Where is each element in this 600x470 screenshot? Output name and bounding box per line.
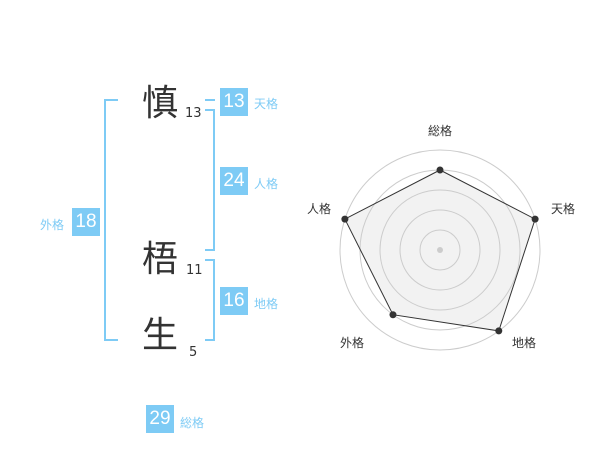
chikaku-value: 16: [220, 287, 248, 315]
name-char-3: 生: [141, 315, 178, 356]
radar-ring: [419, 229, 461, 271]
tenkaku-value: 13: [220, 88, 248, 116]
jinkaku-label: 人格: [254, 177, 279, 191]
chikaku-label: 地格: [254, 297, 279, 311]
name-char-2: 梧: [141, 239, 178, 280]
soukaku-label: 総格: [180, 416, 205, 430]
radar-outline: [344, 169, 536, 332]
radar-ring: [379, 189, 501, 311]
radar-label-chikaku: 地格: [511, 336, 536, 350]
gaikaku-label: 外格: [40, 218, 65, 232]
gaikaku-bracket: [104, 99, 118, 341]
gaikaku-value: 18: [72, 208, 100, 236]
radar-label-jinkaku: 人格: [306, 202, 331, 216]
radar-label-gaikaku: 外格: [339, 336, 364, 350]
stroke-count-3: 5: [189, 345, 198, 360]
radar-label-soukaku: 総格: [427, 124, 452, 138]
radar-point-3: [495, 327, 503, 335]
jinkaku-bracket: [205, 109, 215, 251]
stroke-count-1: 13: [185, 106, 202, 121]
jinkaku-value: 24: [220, 167, 248, 195]
radar-point-1: [436, 166, 444, 174]
radar-label-tenkaku: 天格: [550, 202, 575, 216]
radar-center: [437, 247, 443, 253]
radar-point-2: [531, 215, 539, 223]
tenkaku-label: 天格: [254, 97, 279, 111]
chikaku-bracket: [205, 259, 215, 341]
radar-ring: [399, 209, 481, 291]
radar-point-4: [389, 311, 397, 319]
radar-point-5: [341, 215, 349, 223]
radar-chart: [339, 149, 541, 351]
name-char-1: 慎: [141, 83, 178, 124]
soukaku-value: 29: [146, 405, 174, 433]
radar-ring: [339, 149, 541, 351]
stroke-count-2: 11: [186, 263, 203, 278]
